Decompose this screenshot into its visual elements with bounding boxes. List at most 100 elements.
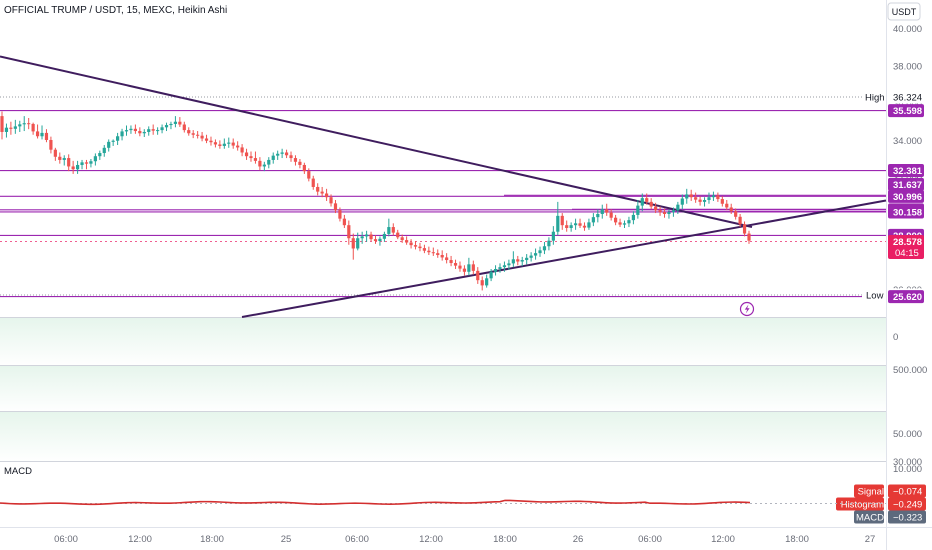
pane-tick-label: 0 — [893, 332, 898, 343]
candle-body — [591, 217, 595, 223]
candle-body — [480, 280, 484, 286]
candle-body — [129, 128, 133, 131]
x-tick-label: 12:00 — [128, 534, 152, 545]
bar-countdown: 04:15 — [895, 248, 919, 259]
candle-body — [18, 124, 22, 127]
level-label: 31.637 — [893, 180, 922, 191]
candle-body — [253, 158, 258, 161]
x-tick-label: 12:00 — [711, 534, 735, 545]
candle-body — [311, 178, 315, 187]
level-label: 32.381 — [893, 166, 923, 177]
candle-body — [711, 195, 716, 198]
candle-body — [569, 225, 573, 228]
level-label-bg — [888, 104, 924, 118]
candle-body — [0, 116, 4, 132]
trendlines — [0, 55, 887, 318]
candle-body — [373, 239, 378, 242]
x-tick-label: 12:00 — [419, 534, 443, 545]
price-axis[interactable]: 40.00038.00036.00034.00032.00030.00028.0… — [836, 24, 927, 524]
candle-body — [707, 197, 711, 201]
candle-body — [58, 156, 62, 160]
level-label: 35.598 — [893, 106, 922, 117]
candle-body — [116, 136, 120, 141]
candle-body — [636, 205, 640, 215]
candle-body — [293, 158, 298, 162]
x-tick-label: 06:00 — [345, 534, 369, 545]
candle-body — [209, 140, 213, 143]
candle-body — [605, 209, 609, 213]
macd-legend-value: −0.074 — [893, 487, 922, 498]
indicator-pane-band — [0, 318, 886, 366]
candle-body — [516, 259, 520, 262]
macd-legend-value-bg — [888, 510, 926, 524]
x-tick-label: 25 — [281, 534, 292, 545]
candle-body — [694, 197, 698, 200]
candle-body — [213, 142, 218, 145]
candle-body — [298, 161, 302, 165]
level-label: 30.996 — [893, 192, 922, 203]
candle-body — [658, 210, 662, 213]
candle-body — [124, 130, 129, 132]
candle-body — [156, 130, 160, 132]
candle-body — [493, 268, 498, 272]
macd-line — [0, 499, 751, 506]
candle-body — [351, 238, 355, 249]
candle-body — [698, 199, 702, 202]
candle-body — [80, 162, 84, 165]
candle-body — [338, 210, 342, 219]
candle-body — [618, 222, 622, 225]
candle-body — [409, 242, 413, 246]
candle-body — [418, 246, 422, 249]
high-marker-bg — [862, 90, 886, 104]
candle-body — [142, 131, 146, 134]
indicator-pane-band — [0, 412, 886, 462]
candle-body — [320, 191, 324, 194]
indicator-pane-band — [0, 366, 886, 412]
currency-button[interactable]: USDT — [887, 2, 921, 21]
candle-body — [729, 207, 733, 212]
candle-body — [391, 227, 395, 233]
lightning-icon[interactable] — [739, 301, 755, 317]
macd-legend-name-bg — [854, 484, 884, 498]
y-tick-label: 38.000 — [893, 61, 922, 72]
candle-body — [747, 233, 751, 241]
candle-body — [204, 138, 209, 141]
candle-body — [685, 194, 689, 199]
candle-body — [725, 203, 729, 208]
x-tick-label: 27 — [865, 534, 876, 545]
candle-body — [9, 127, 13, 129]
candle-body — [462, 268, 467, 272]
high-marker-label: High — [865, 93, 885, 104]
candle-body — [702, 200, 707, 202]
candle-body — [742, 224, 747, 234]
candle-body — [191, 133, 195, 135]
candle-body — [436, 253, 440, 256]
candle-body — [347, 225, 351, 239]
candle-body — [529, 255, 533, 258]
candle-body — [422, 248, 427, 251]
candle-body — [614, 217, 618, 223]
candle-body — [258, 160, 262, 167]
y-tick-label: 34.000 — [893, 136, 922, 147]
candle-body — [440, 255, 444, 258]
candle-body — [44, 132, 49, 140]
descending-trendline — [0, 55, 753, 228]
ascending-trendline — [241, 199, 887, 318]
candle-body — [431, 252, 435, 254]
candle-body — [342, 218, 346, 226]
pane-tick-label: 500.000 — [893, 365, 927, 376]
macd-legend-name: Signal — [858, 487, 884, 498]
pane-tick-label: 30.000 — [893, 457, 922, 468]
candle-body — [662, 212, 667, 214]
time-axis[interactable]: 06:00 12:00 18:00 25 06:00 12:00 18:00 26 06:00 1… — [0, 527, 932, 546]
candle-body — [471, 264, 475, 271]
candle-body — [578, 223, 582, 226]
candle-body — [556, 215, 560, 232]
level-label-bg — [888, 177, 924, 191]
candle-body — [458, 265, 462, 269]
high-value: 36.324 — [893, 93, 922, 104]
candle-body — [680, 198, 684, 205]
candle-body — [147, 129, 151, 132]
candle-body — [160, 127, 164, 131]
